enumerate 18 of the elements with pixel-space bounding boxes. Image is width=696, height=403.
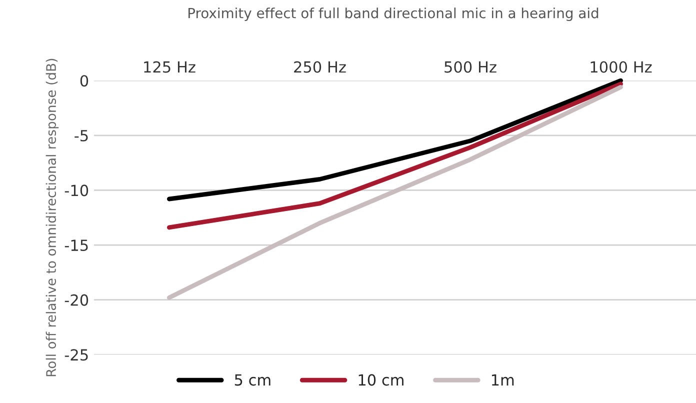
line-series xyxy=(166,78,623,202)
x-tick-label: 1000 Hz xyxy=(590,61,652,73)
x-tick-label: 250 Hz xyxy=(294,61,346,73)
x-tick-label: 500 Hz xyxy=(444,61,496,73)
line-series xyxy=(166,84,623,300)
line-series xyxy=(166,82,623,230)
y-tick-label: 0 xyxy=(80,75,88,87)
legend-label: 5 cm xyxy=(234,374,270,386)
x-tick-label: 125 Hz xyxy=(144,61,196,73)
y-tick-label: -10 xyxy=(64,184,88,196)
legend-label: 10 cm xyxy=(358,374,404,386)
y-tick-label: -25 xyxy=(64,349,88,361)
y-tick-label: -15 xyxy=(64,240,88,252)
y-tick-label: -5 xyxy=(74,130,88,142)
y-axis-title: Roll off relative to omnidirectional response (dB) xyxy=(46,58,59,376)
y-tick-label: -20 xyxy=(64,294,88,306)
chart-title: Proximity effect of full band directional mic in a hearing aid xyxy=(188,8,598,22)
legend-label: 1m xyxy=(492,374,514,386)
